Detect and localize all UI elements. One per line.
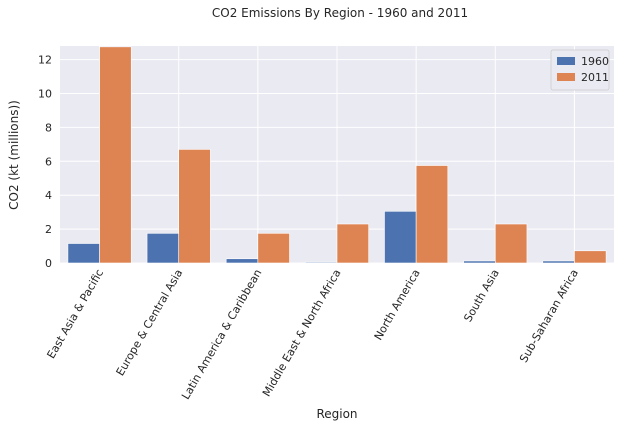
bar-2011 [257,233,290,264]
y-axis-label: CO2 (kt (millions)) [7,100,21,210]
legend-swatch [557,73,575,81]
bar-2011 [494,223,528,264]
y-tick-label: 12 [38,54,52,67]
x-axis-label: Region [316,407,357,421]
bar-2011 [99,46,132,264]
y-tick-label: 2 [45,223,52,236]
y-axis-ticks: 0 2 4 6 8 10 12 [38,54,52,270]
y-tick-label: 0 [45,257,52,270]
bar-1960 [384,210,417,264]
legend-label: 2011 [581,71,609,84]
bar-1960 [225,258,259,264]
bar-2011 [178,149,211,264]
legend: 1960 2011 [550,49,610,91]
bar-1960 [305,261,338,264]
x-axis-ticks: East Asia & Pacific Europe & Central Asia… [44,267,581,402]
bar-1960 [67,243,100,264]
legend-swatch [557,57,575,65]
bar-2011 [574,250,607,264]
x-tick-label: Europe & Central Asia [114,267,186,378]
chart-title: CO2 Emissions By Region - 1960 and 2011 [212,6,468,20]
bar-1960 [146,233,180,264]
bar-2011 [415,165,449,264]
bars [67,46,607,264]
x-tick-label: East Asia & Pacific [44,267,106,361]
y-tick-label: 8 [45,121,52,134]
y-tick-label: 4 [45,189,52,202]
y-tick-label: 6 [45,155,52,168]
y-tick-label: 10 [38,87,52,100]
x-tick-label: Sub-Saharan Africa [517,267,581,365]
bar-2011 [336,223,369,264]
x-tick-label: South Asia [461,267,502,324]
legend-label: 1960 [581,55,609,68]
x-tick-label: North America [372,267,423,342]
x-tick-label: Latin America & Caribbean [179,267,264,402]
x-tick-label: Middle East & North Africa [260,267,344,399]
bar-1960 [463,260,496,264]
bar-1960 [542,260,575,264]
